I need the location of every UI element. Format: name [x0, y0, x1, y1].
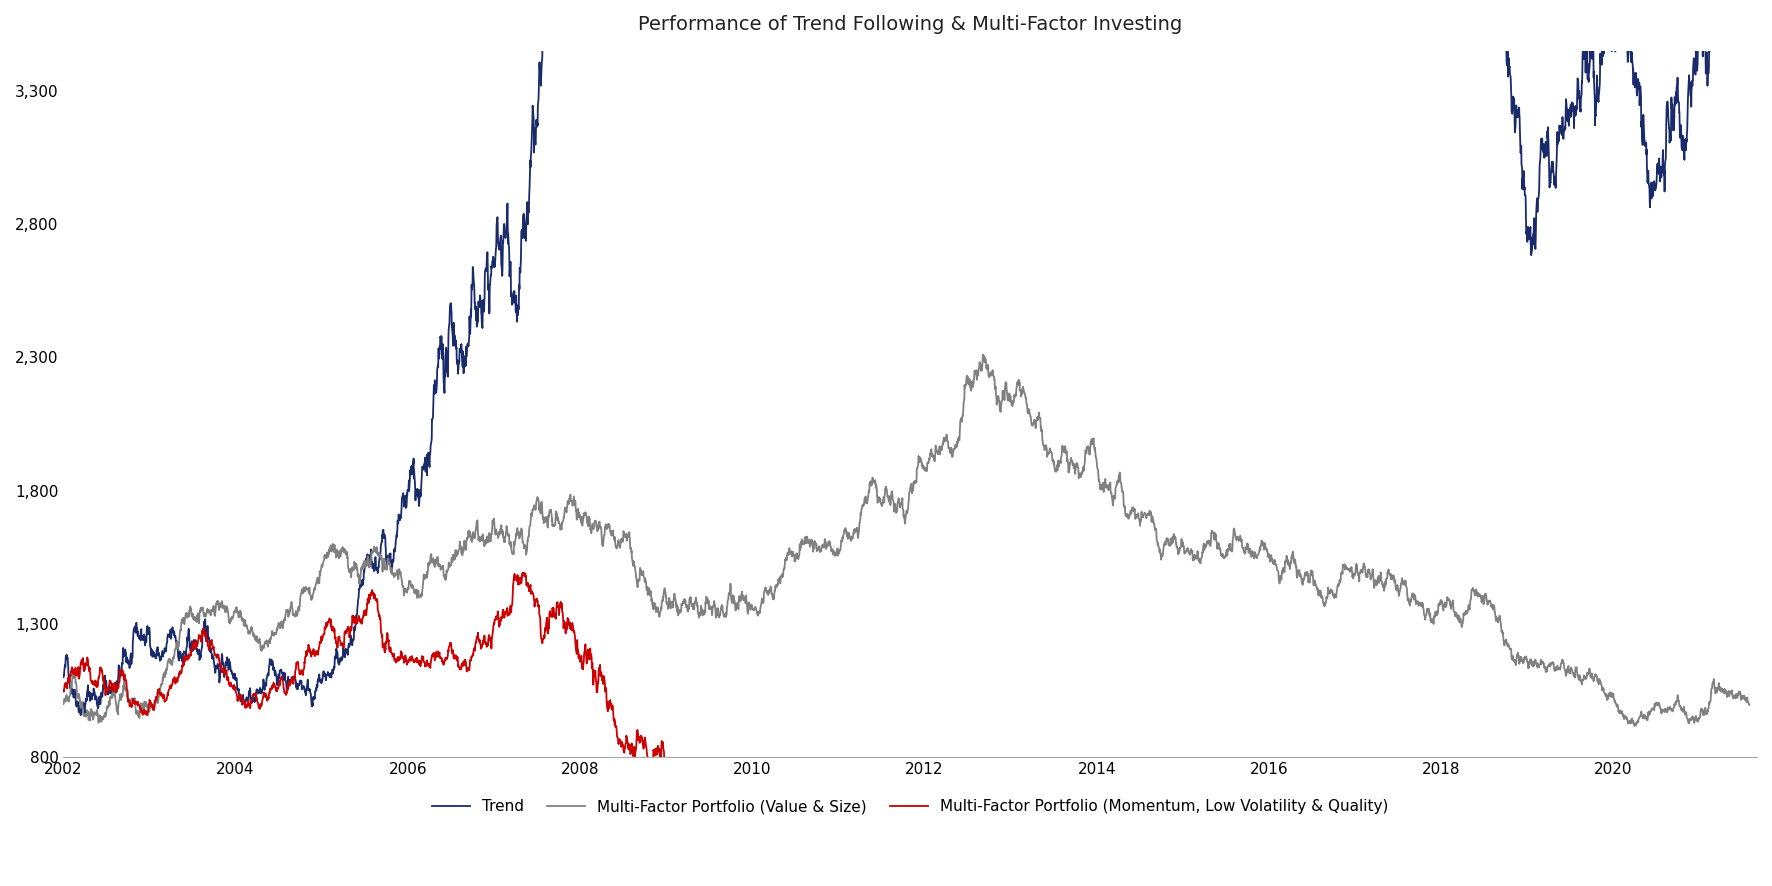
- Legend: Trend, Multi-Factor Portfolio (Value & Size), Multi-Factor Portfolio (Momentum, : Trend, Multi-Factor Portfolio (Value & S…: [425, 793, 1395, 820]
- Line: Multi-Factor Portfolio (Momentum, Low Volatility & Quality): Multi-Factor Portfolio (Momentum, Low Vo…: [64, 572, 1749, 874]
- Line: Trend: Trend: [64, 0, 1749, 715]
- Title: Performance of Trend Following & Multi-Factor Investing: Performance of Trend Following & Multi-F…: [638, 15, 1182, 34]
- Line: Multi-Factor Portfolio (Value & Size): Multi-Factor Portfolio (Value & Size): [64, 354, 1749, 726]
